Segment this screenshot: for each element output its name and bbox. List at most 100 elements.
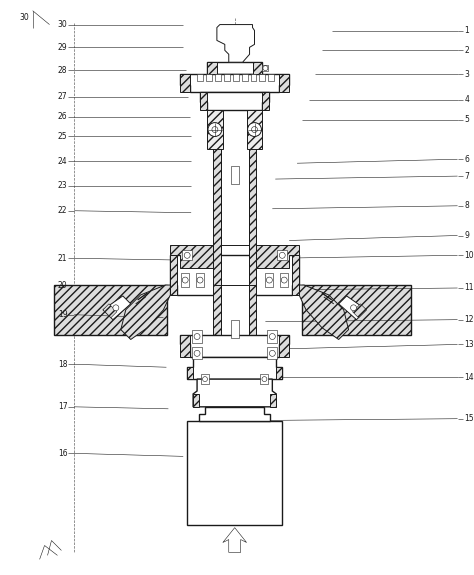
- Circle shape: [194, 334, 200, 339]
- Bar: [231, 166, 239, 184]
- Bar: [231, 320, 239, 338]
- Text: 26: 26: [58, 112, 67, 121]
- Text: 20: 20: [58, 281, 67, 290]
- Bar: [267, 329, 277, 343]
- Polygon shape: [213, 285, 221, 357]
- Polygon shape: [187, 357, 282, 379]
- Polygon shape: [103, 296, 131, 320]
- Bar: [182, 250, 192, 260]
- Polygon shape: [223, 528, 246, 553]
- Polygon shape: [302, 285, 411, 335]
- Text: 29: 29: [58, 43, 67, 52]
- Bar: [260, 374, 268, 384]
- Circle shape: [113, 305, 119, 310]
- Text: 15: 15: [465, 414, 474, 423]
- Bar: [201, 374, 209, 384]
- Polygon shape: [217, 25, 255, 62]
- Text: 12: 12: [465, 315, 474, 324]
- Polygon shape: [193, 394, 199, 407]
- Bar: [215, 74, 221, 81]
- Polygon shape: [253, 62, 263, 74]
- Polygon shape: [248, 110, 256, 285]
- Bar: [280, 273, 288, 287]
- Polygon shape: [263, 92, 269, 110]
- Text: 5: 5: [465, 115, 469, 124]
- Circle shape: [197, 277, 203, 283]
- Bar: [242, 74, 247, 81]
- Bar: [213, 246, 256, 268]
- Polygon shape: [256, 246, 299, 268]
- Text: 8: 8: [465, 201, 469, 210]
- Polygon shape: [292, 255, 299, 295]
- Polygon shape: [299, 285, 348, 339]
- Bar: [187, 421, 282, 524]
- Circle shape: [208, 122, 222, 136]
- Polygon shape: [248, 285, 256, 357]
- Circle shape: [281, 277, 287, 283]
- Text: 11: 11: [465, 283, 474, 293]
- Text: 18: 18: [58, 360, 67, 369]
- Polygon shape: [270, 394, 276, 407]
- Bar: [221, 110, 248, 285]
- Polygon shape: [200, 92, 269, 110]
- Polygon shape: [121, 285, 170, 339]
- Polygon shape: [207, 110, 223, 150]
- Polygon shape: [180, 74, 190, 92]
- Bar: [251, 74, 256, 81]
- Polygon shape: [353, 304, 366, 318]
- Bar: [196, 273, 204, 287]
- Text: 9: 9: [465, 231, 469, 240]
- Text: 14: 14: [465, 373, 474, 382]
- Polygon shape: [279, 74, 289, 92]
- Circle shape: [266, 277, 273, 283]
- Bar: [265, 273, 273, 287]
- Bar: [221, 285, 248, 357]
- Bar: [268, 74, 274, 81]
- Text: 4: 4: [465, 95, 469, 104]
- Bar: [192, 347, 202, 359]
- Bar: [206, 74, 212, 81]
- Circle shape: [202, 377, 208, 382]
- Text: 22: 22: [58, 206, 67, 215]
- Text: 28: 28: [58, 66, 67, 75]
- Polygon shape: [246, 110, 263, 150]
- Text: 6: 6: [465, 155, 469, 164]
- Text: 7: 7: [465, 171, 469, 181]
- Polygon shape: [207, 62, 263, 74]
- Text: 30: 30: [58, 20, 67, 29]
- Polygon shape: [199, 407, 270, 421]
- Text: 16: 16: [58, 449, 67, 458]
- Polygon shape: [180, 335, 289, 357]
- Text: 10: 10: [465, 251, 474, 260]
- Polygon shape: [103, 304, 117, 318]
- Text: 24: 24: [58, 157, 67, 166]
- Bar: [267, 347, 277, 359]
- Circle shape: [351, 305, 356, 310]
- Text: 30: 30: [20, 13, 30, 22]
- Polygon shape: [339, 296, 366, 320]
- Circle shape: [262, 377, 267, 382]
- Text: 19: 19: [58, 310, 67, 319]
- Bar: [192, 329, 202, 343]
- Polygon shape: [170, 255, 177, 295]
- Bar: [233, 74, 239, 81]
- Circle shape: [182, 277, 188, 283]
- Bar: [277, 250, 287, 260]
- Text: 27: 27: [58, 93, 67, 101]
- Text: 17: 17: [58, 402, 67, 411]
- Polygon shape: [187, 367, 193, 379]
- Circle shape: [269, 334, 275, 339]
- Text: 2: 2: [465, 46, 469, 55]
- Text: 13: 13: [465, 340, 474, 349]
- Polygon shape: [55, 285, 167, 335]
- Polygon shape: [170, 246, 213, 268]
- Polygon shape: [193, 379, 276, 407]
- Circle shape: [194, 350, 200, 356]
- Bar: [197, 74, 203, 81]
- Polygon shape: [170, 255, 299, 295]
- Polygon shape: [180, 335, 190, 357]
- Polygon shape: [213, 110, 221, 285]
- Polygon shape: [180, 74, 289, 92]
- Text: 23: 23: [58, 182, 67, 190]
- Polygon shape: [200, 92, 207, 110]
